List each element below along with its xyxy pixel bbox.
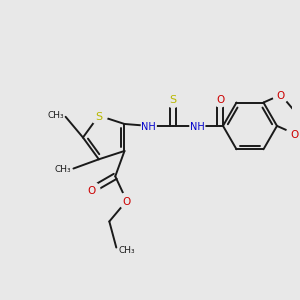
Circle shape [165, 90, 182, 107]
Text: O: O [88, 186, 96, 196]
Circle shape [273, 87, 289, 103]
Text: O: O [122, 197, 131, 207]
Circle shape [190, 118, 205, 133]
Text: CH₃: CH₃ [118, 246, 135, 255]
Text: CH₃: CH₃ [55, 165, 71, 174]
Circle shape [286, 126, 300, 142]
Text: O: O [290, 130, 298, 140]
Text: O: O [277, 91, 285, 101]
Text: S: S [169, 95, 177, 105]
Text: S: S [95, 112, 102, 122]
Text: O: O [216, 95, 224, 105]
Circle shape [212, 91, 228, 107]
Text: CH₃: CH₃ [47, 111, 64, 120]
Circle shape [90, 107, 107, 124]
Circle shape [141, 118, 156, 133]
Circle shape [84, 182, 100, 198]
Circle shape [119, 193, 135, 209]
Text: NH: NH [190, 122, 205, 132]
Text: NH: NH [141, 122, 156, 132]
